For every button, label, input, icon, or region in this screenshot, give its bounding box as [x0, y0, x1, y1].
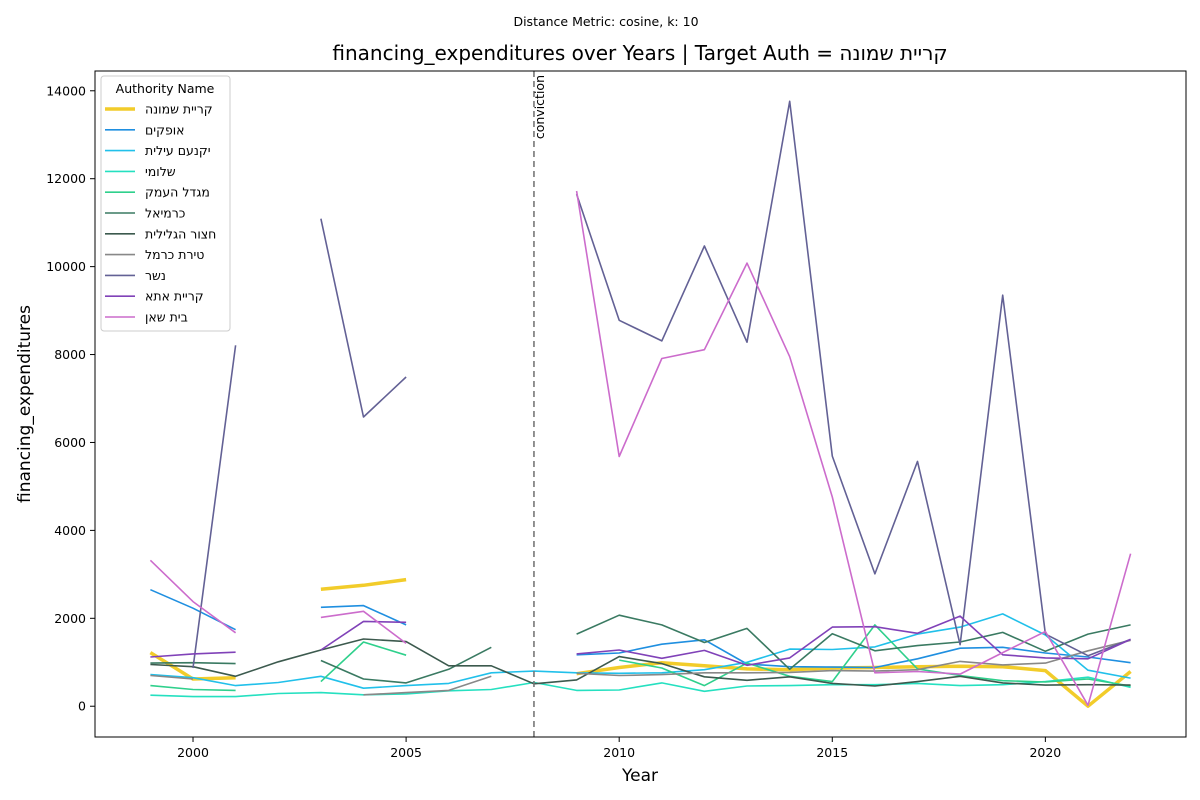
legend-entry: קריית שמונה [145, 102, 213, 117]
x-tick-label: 2010 [603, 745, 635, 760]
legend-entry: יקנעם עילית [145, 143, 211, 158]
y-tick-label: 0 [78, 699, 86, 714]
chart-title: financing_expenditures over Years | Targ… [332, 41, 947, 65]
series-line-10 [149, 190, 1132, 707]
legend-entry: קריית אתא [145, 289, 204, 304]
legend-entry: כרמיאל [145, 206, 185, 221]
x-tick-label: 2020 [1029, 745, 1061, 760]
annotation-label: conviction [532, 75, 547, 139]
legend-box [100, 75, 231, 332]
series-line-2 [150, 613, 1131, 689]
series-line-7 [150, 639, 1131, 696]
y-tick-label: 2000 [54, 611, 86, 626]
y-tick-label: 14000 [46, 83, 86, 98]
x-tick-label: 2005 [390, 745, 422, 760]
series-line-6 [150, 638, 1131, 687]
legend-entry: מגדל העמק [145, 185, 210, 200]
plot-area: conviction [149, 71, 1132, 737]
plot-frame [94, 70, 1187, 738]
series-line-4 [150, 624, 1131, 692]
series-line-8 [192, 100, 1131, 669]
legend-entry: אופקים [145, 122, 185, 137]
legend-entry: בית שאן [145, 310, 188, 325]
y-tick-label: 8000 [54, 347, 86, 362]
legend-entry: חצור הגלילית [145, 226, 216, 241]
y-tick-label: 10000 [46, 259, 86, 274]
legend: Authority Name קריית שמונה אופקים יקנעם עי… [100, 75, 231, 332]
x-tick-label: 2015 [816, 745, 848, 760]
series-line-9 [150, 615, 1131, 667]
chart-suptitle: Distance Metric: cosine, k: 10 [513, 14, 698, 29]
x-tick-label: 2000 [177, 745, 209, 760]
legend-entry: נשר [145, 268, 166, 283]
y-tick-label: 12000 [46, 171, 86, 186]
y-axis: 0 2000 4000 6000 8000 10000 12000 14000 [46, 83, 95, 714]
legend-entry: טירת כרמל [145, 247, 204, 262]
y-axis-label: financing_expenditures [15, 305, 35, 503]
legend-entry: שלומי [145, 164, 176, 179]
x-axis: 2000 2005 2010 2015 2020 [177, 737, 1061, 760]
x-axis-label: Year [621, 766, 658, 786]
y-tick-label: 6000 [54, 435, 86, 450]
y-tick-label: 4000 [54, 523, 86, 538]
series-line-3 [150, 676, 1131, 698]
legend-title: Authority Name [116, 81, 215, 96]
